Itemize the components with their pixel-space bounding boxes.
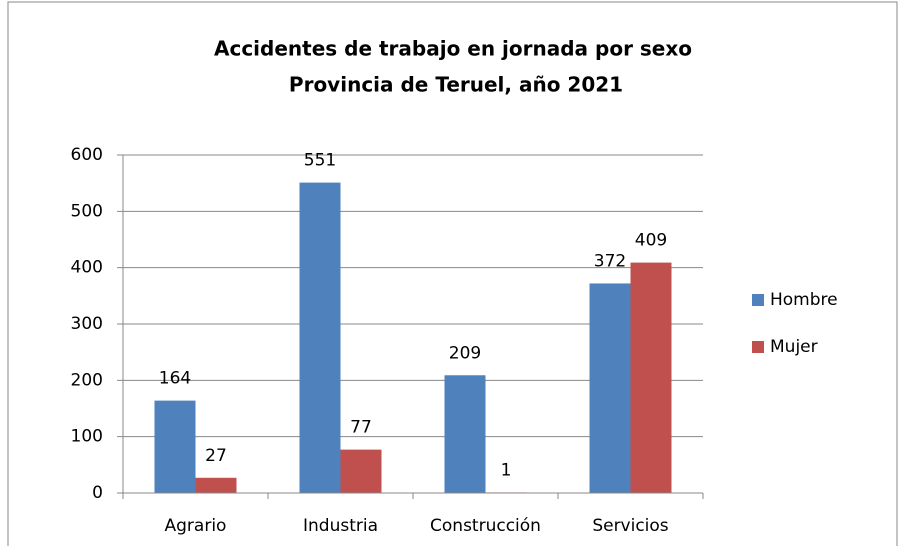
data-label: 1 — [501, 460, 512, 480]
data-label: 209 — [449, 343, 481, 363]
bar — [589, 283, 631, 493]
y-tick-label: 500 — [71, 201, 103, 221]
y-tick-label: 100 — [71, 427, 103, 447]
data-label: 77 — [350, 418, 372, 438]
x-tick-label: Servicios — [592, 516, 668, 536]
bar — [154, 400, 196, 493]
data-label: 164 — [159, 369, 191, 389]
bar — [195, 477, 237, 493]
y-tick-label: 200 — [71, 370, 103, 390]
legend-swatch — [752, 294, 764, 306]
x-tick-label: Construcción — [430, 516, 541, 536]
data-label: 372 — [594, 251, 626, 271]
x-tick-label: Industria — [303, 516, 378, 536]
bar — [630, 262, 672, 493]
data-label: 27 — [205, 446, 227, 466]
legend-swatch — [752, 341, 764, 353]
bar — [444, 375, 486, 493]
legend-label: Hombre — [770, 290, 838, 310]
legend-label: Mujer — [770, 337, 818, 357]
y-tick-label: 600 — [71, 145, 103, 165]
y-tick-label: 300 — [71, 314, 103, 334]
bar — [299, 182, 341, 493]
y-tick-label: 400 — [71, 258, 103, 278]
data-label: 551 — [304, 151, 336, 171]
bar — [340, 449, 382, 493]
x-tick-label: Agrario — [165, 516, 227, 536]
y-tick-label: 0 — [92, 483, 103, 503]
data-label: 409 — [635, 231, 667, 251]
chart-title: Accidentes de trabajo en jornada por sex… — [214, 37, 692, 61]
chart-subtitle: Provincia de Teruel, año 2021 — [289, 73, 623, 97]
